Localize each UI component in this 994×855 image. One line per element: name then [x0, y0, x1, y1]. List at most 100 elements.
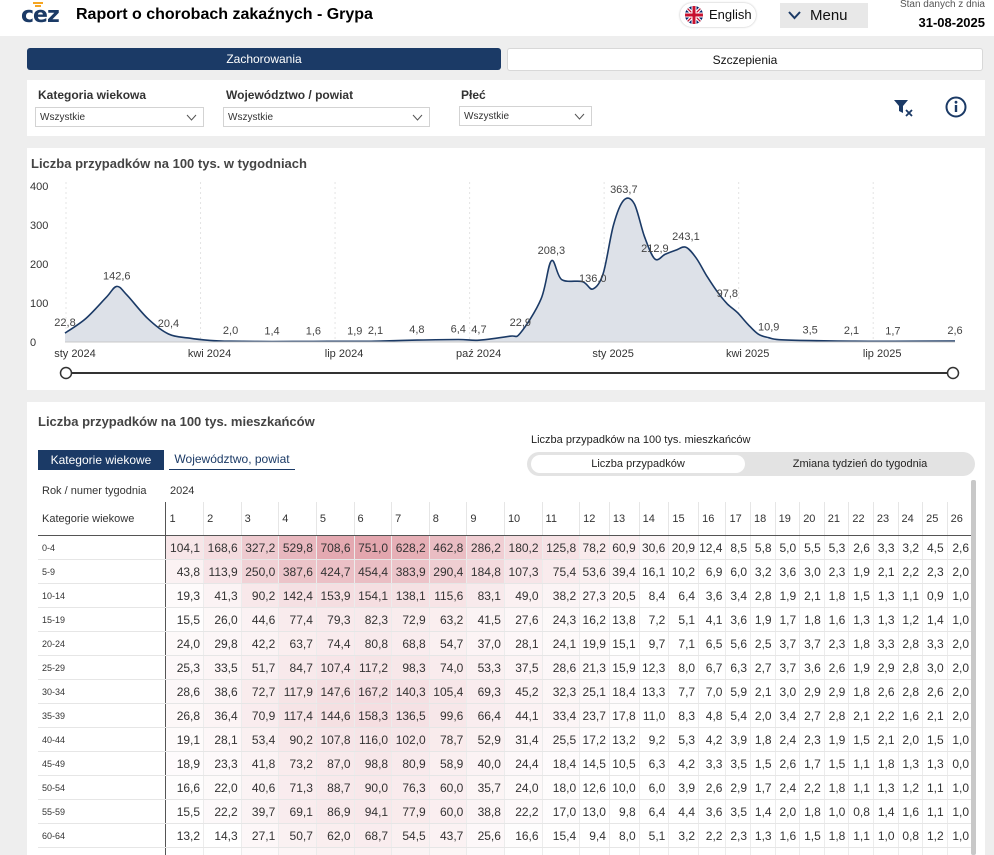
tab-zachorowania[interactable]: Zachorowania — [27, 48, 501, 70]
language-label: English — [709, 7, 752, 22]
info-icon[interactable] — [945, 96, 967, 118]
table-cell: 71,3 — [278, 775, 317, 800]
clear-filter-icon[interactable] — [893, 98, 915, 118]
filter-region-label: Województwo / powiat — [226, 88, 354, 102]
table-cell: 54,7 — [428, 631, 467, 656]
language-button[interactable]: English — [680, 3, 756, 27]
table-cell: 2,3 — [922, 559, 948, 584]
data-label: 2,1 — [844, 325, 859, 337]
table-cell: 23,7 — [579, 703, 610, 728]
table-cell: 29,8 — [203, 631, 242, 656]
table-cell: 13,2 — [165, 823, 204, 848]
table-cell: 1,5 — [799, 823, 825, 848]
week-header: 20 — [799, 502, 825, 536]
table-cell: 2,4 — [774, 727, 800, 752]
table-cell: 1,9 — [774, 583, 800, 608]
range-slider-end-handle[interactable] — [946, 366, 960, 380]
company-logo: cez — [21, 3, 60, 28]
table-cell: 42,2 — [240, 631, 279, 656]
filter-sex-select[interactable]: Wszystkie — [459, 106, 592, 126]
table-cell: 20,5 — [608, 583, 640, 608]
table-cell: 184,8 — [466, 559, 505, 584]
filter-age-select[interactable]: Wszystkie — [35, 107, 204, 127]
table-cell: 1,7 — [750, 775, 776, 800]
table-cell: 5,3 — [823, 535, 849, 560]
table-cell: 3,4 — [774, 703, 800, 728]
table-cell: 12,6 — [503, 847, 543, 855]
table-cell: 3,6 — [698, 799, 726, 824]
table-cell: 52,9 — [466, 727, 505, 752]
toggle-option-change[interactable]: Zmiana tydzień do tygodnia — [792, 458, 928, 470]
table-cell: 74,0 — [428, 655, 467, 680]
subtab-age-categories[interactable]: Kategorie wiekowe — [38, 450, 164, 470]
toggle-label: Liczba przypadków na 100 tys. mieszkańcó… — [531, 434, 751, 446]
table-cell: 26,0 — [203, 607, 242, 632]
table-cell: 1,1 — [897, 583, 923, 608]
table-scrollbar[interactable] — [971, 480, 976, 855]
table-cell: 14,3 — [203, 823, 242, 848]
table-cell: 2,2 — [872, 703, 898, 728]
table-cell: 8,5 — [725, 535, 751, 560]
table-cell: 2,3 — [823, 631, 849, 656]
table-cell: 1,0 — [823, 847, 849, 855]
table-cell: 1,0 — [946, 799, 972, 824]
table-cell: 1,5 — [848, 583, 874, 608]
table-cell: 8,4 — [638, 583, 669, 608]
age-category-label: 40-44 — [38, 727, 167, 752]
table-cell: 53,3 — [466, 655, 505, 680]
measure-toggle[interactable]: Liczba przypadków Zmiana tydzień do tygo… — [527, 452, 975, 476]
x-tick-label: kwi 2025 — [726, 348, 769, 360]
table-cell: 99,6 — [428, 703, 467, 728]
table-cell: 113,9 — [203, 559, 242, 584]
table-cell: 20,7 — [466, 847, 505, 855]
data-label: 1,4 — [264, 325, 279, 337]
table-cell: 7,6 — [579, 847, 610, 855]
week-header: 11 — [541, 502, 580, 536]
table-cell: 1,0 — [799, 847, 825, 855]
subtab-region[interactable]: Województwo, powiat — [169, 450, 295, 470]
table-cell: 3,9 — [638, 847, 669, 855]
table-cell: 10,5 — [608, 751, 640, 776]
table-cell: 3,4 — [725, 583, 751, 608]
menu-button[interactable]: Menu — [780, 3, 868, 28]
table-row: 5-9 43,8 113,9 250,0 387,6 424,7 454,4 383,9 290… — [38, 559, 972, 584]
toggle-option-cases[interactable]: Liczba przypadków — [531, 455, 745, 473]
table-cell: 41,5 — [466, 607, 505, 632]
table-cell: 2,4 — [774, 775, 800, 800]
table-cell: 17,2 — [579, 727, 610, 752]
series-area — [65, 198, 955, 342]
filter-age-value: Wszystkie — [40, 112, 85, 123]
table-cell: 1,5 — [848, 727, 874, 752]
table-row: 20-24 24,0 29,8 42,2 63,7 74,4 80,8 68,8 54,7 37,… — [38, 631, 972, 656]
chevron-down-icon — [574, 113, 585, 120]
table-cell: 140,3 — [391, 679, 430, 704]
table-cell: 1,3 — [750, 823, 776, 848]
table-title: Liczba przypadków na 100 tys. mieszkańcó… — [38, 414, 315, 429]
table-cell: 1,4 — [725, 847, 751, 855]
table-row: 10-14 19,3 41,3 90,2 142,4 153,9 154,1 138,1 115… — [38, 583, 972, 608]
table-cell: 58,9 — [428, 751, 467, 776]
table-cell: 3,0 — [922, 655, 948, 680]
table-cell: 76,3 — [391, 775, 430, 800]
table-cell: 3,6 — [725, 607, 751, 632]
table-cell: 1,8 — [823, 775, 849, 800]
filter-region-select[interactable]: Wszystkie — [223, 107, 430, 127]
table-cell: 168,6 — [203, 535, 242, 560]
table-cell: 18,9 — [165, 751, 204, 776]
table-cell: 40,0 — [466, 751, 505, 776]
table-cell: 1,8 — [799, 607, 825, 632]
table-cell: 16,2 — [579, 607, 610, 632]
table-cell: 19,1 — [165, 727, 204, 752]
table-cell: 1,8 — [848, 631, 874, 656]
table-cell: 2,1 — [848, 703, 874, 728]
tab-szczepienia[interactable]: Szczepienia — [507, 48, 983, 71]
table-cell: 82,3 — [353, 607, 392, 632]
table-cell: 2,0 — [946, 559, 972, 584]
range-slider-start-handle[interactable] — [59, 366, 73, 380]
table-cell: 5,9 — [725, 679, 751, 704]
table-cell: 8,0 — [608, 823, 640, 848]
week-header: 22 — [848, 502, 874, 536]
table-cell: 2,0 — [750, 703, 776, 728]
week-header: 17 — [725, 502, 751, 536]
table-cell: 19,9 — [579, 631, 610, 656]
